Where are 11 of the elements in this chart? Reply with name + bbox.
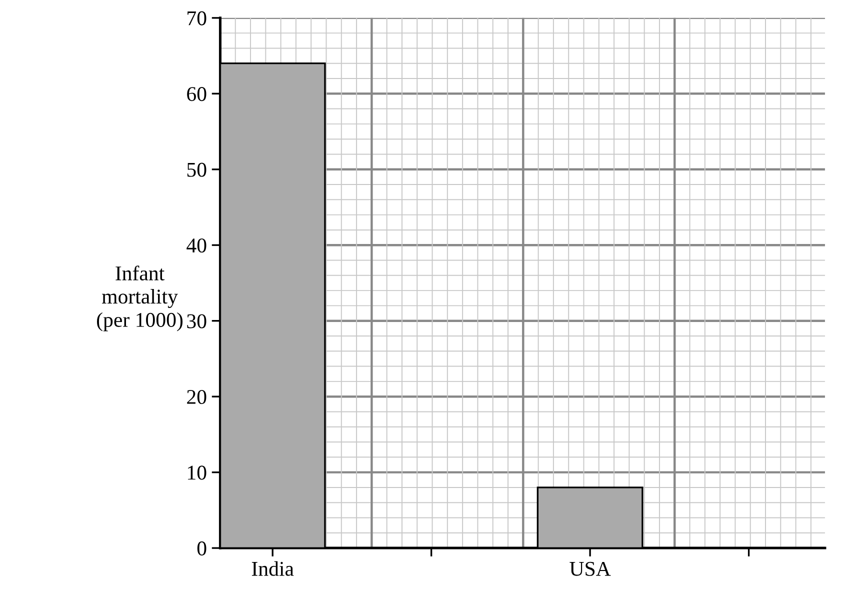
y-tick-label: 20 [187,390,206,404]
y-tick-label: 40 [186,238,206,253]
y-tick-label: 60 [187,87,206,102]
y-tick-label: 10 [188,466,206,480]
y-tick-label: 50 [187,162,206,177]
x-tick-label: India [252,561,294,576]
y-tick-label: 0 [197,541,206,556]
y-tick-label: 30 [187,314,206,328]
y-axis-title: Infant mortality (per 1000) [96,266,183,332]
y-tick-label: 70 [188,11,206,26]
x-tick-label: USA [570,562,611,576]
